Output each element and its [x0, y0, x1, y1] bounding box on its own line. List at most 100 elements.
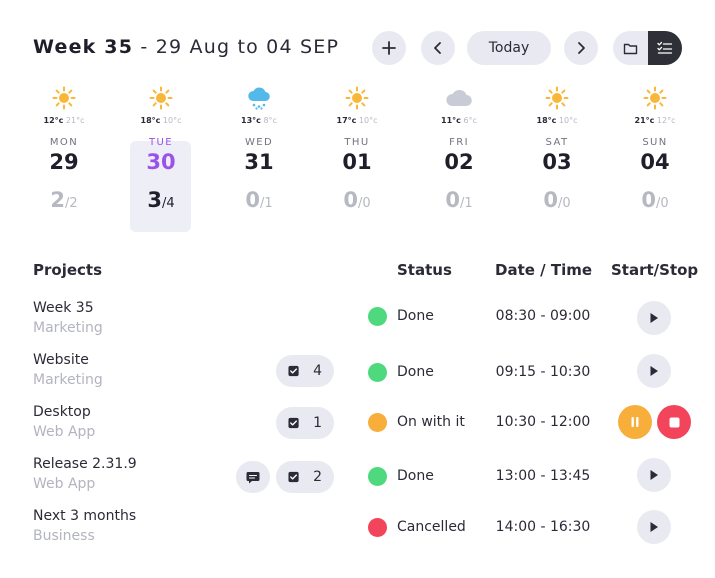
- start-button[interactable]: [637, 301, 671, 335]
- temperature: 21°c 12°c: [624, 116, 686, 125]
- project-category: Business: [33, 528, 95, 544]
- status-text: Cancelled: [397, 519, 466, 535]
- tasks-total: /0: [357, 196, 371, 211]
- day-number: 29: [49, 150, 79, 174]
- tasks-total: /2: [64, 196, 78, 211]
- temp-high: 21°c: [634, 116, 655, 125]
- status-text: Done: [397, 468, 434, 484]
- start-button[interactable]: [637, 354, 671, 388]
- day-number: 04: [640, 150, 670, 174]
- day-column-fri[interactable]: 11°c 6°c FRI 02 0/1: [428, 84, 490, 212]
- projects-column-header: Projects: [33, 261, 103, 279]
- day-column-tue[interactable]: 18°c 10°c TUE 30 3/4: [130, 84, 192, 212]
- play-icon: [650, 522, 658, 532]
- task-progress: 2/2: [33, 188, 95, 212]
- page-title: Week 35 - 29 Aug to 04 SEP: [33, 36, 339, 58]
- sun-icon: [326, 84, 388, 112]
- date-range-label: - 29 Aug to 04 SEP: [140, 36, 340, 58]
- table-row[interactable]: Next 3 months Business Cancelled 14:00 -…: [0, 508, 715, 560]
- day-number: 02: [444, 150, 474, 174]
- status-text: On with it: [397, 414, 465, 430]
- task-progress: 0/0: [526, 188, 588, 212]
- temp-low: 10°c: [358, 116, 378, 125]
- temp-low: 10°c: [558, 116, 578, 125]
- day-name: SAT: [545, 137, 569, 148]
- start-button[interactable]: [637, 458, 671, 492]
- status-text: Done: [397, 308, 434, 324]
- startstop-column-header: Start/Stop: [611, 261, 699, 279]
- datetime-column-header: Date / Time: [495, 261, 593, 279]
- day-column-mon[interactable]: 12°c 21°c MON 29 2/2: [33, 84, 95, 212]
- day-column-wed[interactable]: 13°c 8°c WED 31 0/1: [228, 84, 290, 212]
- temperature: 12°c 21°c: [33, 116, 95, 125]
- tasks-done: 0: [641, 188, 656, 212]
- comments-button[interactable]: [236, 461, 270, 493]
- project-name: Next 3 months: [33, 508, 137, 524]
- checklist-icon: [657, 41, 672, 54]
- stop-icon: [669, 417, 679, 427]
- day-name: WED: [244, 137, 274, 148]
- day-name: THU: [344, 137, 370, 148]
- status-dot: [368, 363, 387, 382]
- project-category: Marketing: [33, 320, 103, 336]
- chevron-right-icon: [578, 42, 585, 54]
- folder-view-button[interactable]: [613, 31, 648, 65]
- temperature: 11°c 6°c: [428, 116, 490, 125]
- task-count-chip[interactable]: 2: [276, 461, 334, 493]
- task-count-chip[interactable]: 4: [276, 355, 334, 387]
- status-dot: [368, 307, 387, 326]
- project-name: Desktop: [33, 404, 91, 420]
- day-column-thu[interactable]: 17°c 10°c THU 01 0/0: [326, 84, 388, 212]
- time-range: 13:00 - 13:45: [495, 468, 591, 484]
- table-row[interactable]: Release 2.31.9 Web App 2 Done 13:00 - 13…: [0, 456, 715, 508]
- play-icon: [650, 470, 658, 480]
- sun-icon: [33, 84, 95, 112]
- project-name: Website: [33, 352, 89, 368]
- cloud-icon: [428, 84, 490, 112]
- temp-low: 6°c: [463, 116, 477, 125]
- day-name: TUE: [149, 137, 173, 148]
- temp-high: 18°c: [536, 116, 557, 125]
- start-button[interactable]: [637, 510, 671, 544]
- task-progress: 0/1: [428, 188, 490, 212]
- day-number: 01: [342, 150, 372, 174]
- time-range: 09:15 - 10:30: [495, 364, 591, 380]
- previous-week-button[interactable]: [421, 31, 455, 65]
- table-row[interactable]: Website Marketing 4 Done 09:15 - 10:30: [0, 352, 715, 404]
- status-column-header: Status: [397, 261, 452, 279]
- tasks-total: /0: [655, 196, 669, 211]
- tasks-done: 0: [543, 188, 558, 212]
- pause-icon: [631, 417, 639, 427]
- task-progress: 0/0: [624, 188, 686, 212]
- status-dot: [368, 413, 387, 432]
- task-count: 2: [313, 469, 322, 485]
- status-dot: [368, 518, 387, 537]
- rain-cloud-icon: [228, 84, 290, 112]
- task-count: 1: [313, 415, 322, 431]
- project-category: Web App: [33, 476, 96, 492]
- temperature: 18°c 10°c: [526, 116, 588, 125]
- add-button[interactable]: [372, 31, 406, 65]
- table-row[interactable]: Week 35 Marketing Done 08:30 - 09:00: [0, 300, 715, 352]
- table-row[interactable]: Desktop Web App 1 On with it 10:30 - 12:…: [0, 404, 715, 456]
- day-column-sun[interactable]: 21°c 12°c SUN 04 0/0: [624, 84, 686, 212]
- checklist-view-button[interactable]: [647, 31, 682, 65]
- pause-button[interactable]: [618, 405, 652, 439]
- tasks-total: /1: [259, 196, 273, 211]
- temp-low: 8°c: [263, 116, 277, 125]
- sun-icon: [526, 84, 588, 112]
- sun-icon: [130, 84, 192, 112]
- day-name: MON: [49, 137, 79, 148]
- day-number: 03: [542, 150, 572, 174]
- today-button[interactable]: Today: [467, 31, 551, 65]
- selected-day-highlight: [130, 141, 191, 232]
- project-category: Marketing: [33, 372, 103, 388]
- folder-icon: [623, 43, 637, 54]
- stop-button[interactable]: [657, 405, 691, 439]
- day-column-sat[interactable]: 18°c 10°c SAT 03 0/0: [526, 84, 588, 212]
- task-count-chip[interactable]: 1: [276, 407, 334, 439]
- temperature: 13°c 8°c: [228, 116, 290, 125]
- next-week-button[interactable]: [564, 31, 598, 65]
- chevron-left-icon: [434, 42, 441, 54]
- project-name: Release 2.31.9: [33, 456, 137, 472]
